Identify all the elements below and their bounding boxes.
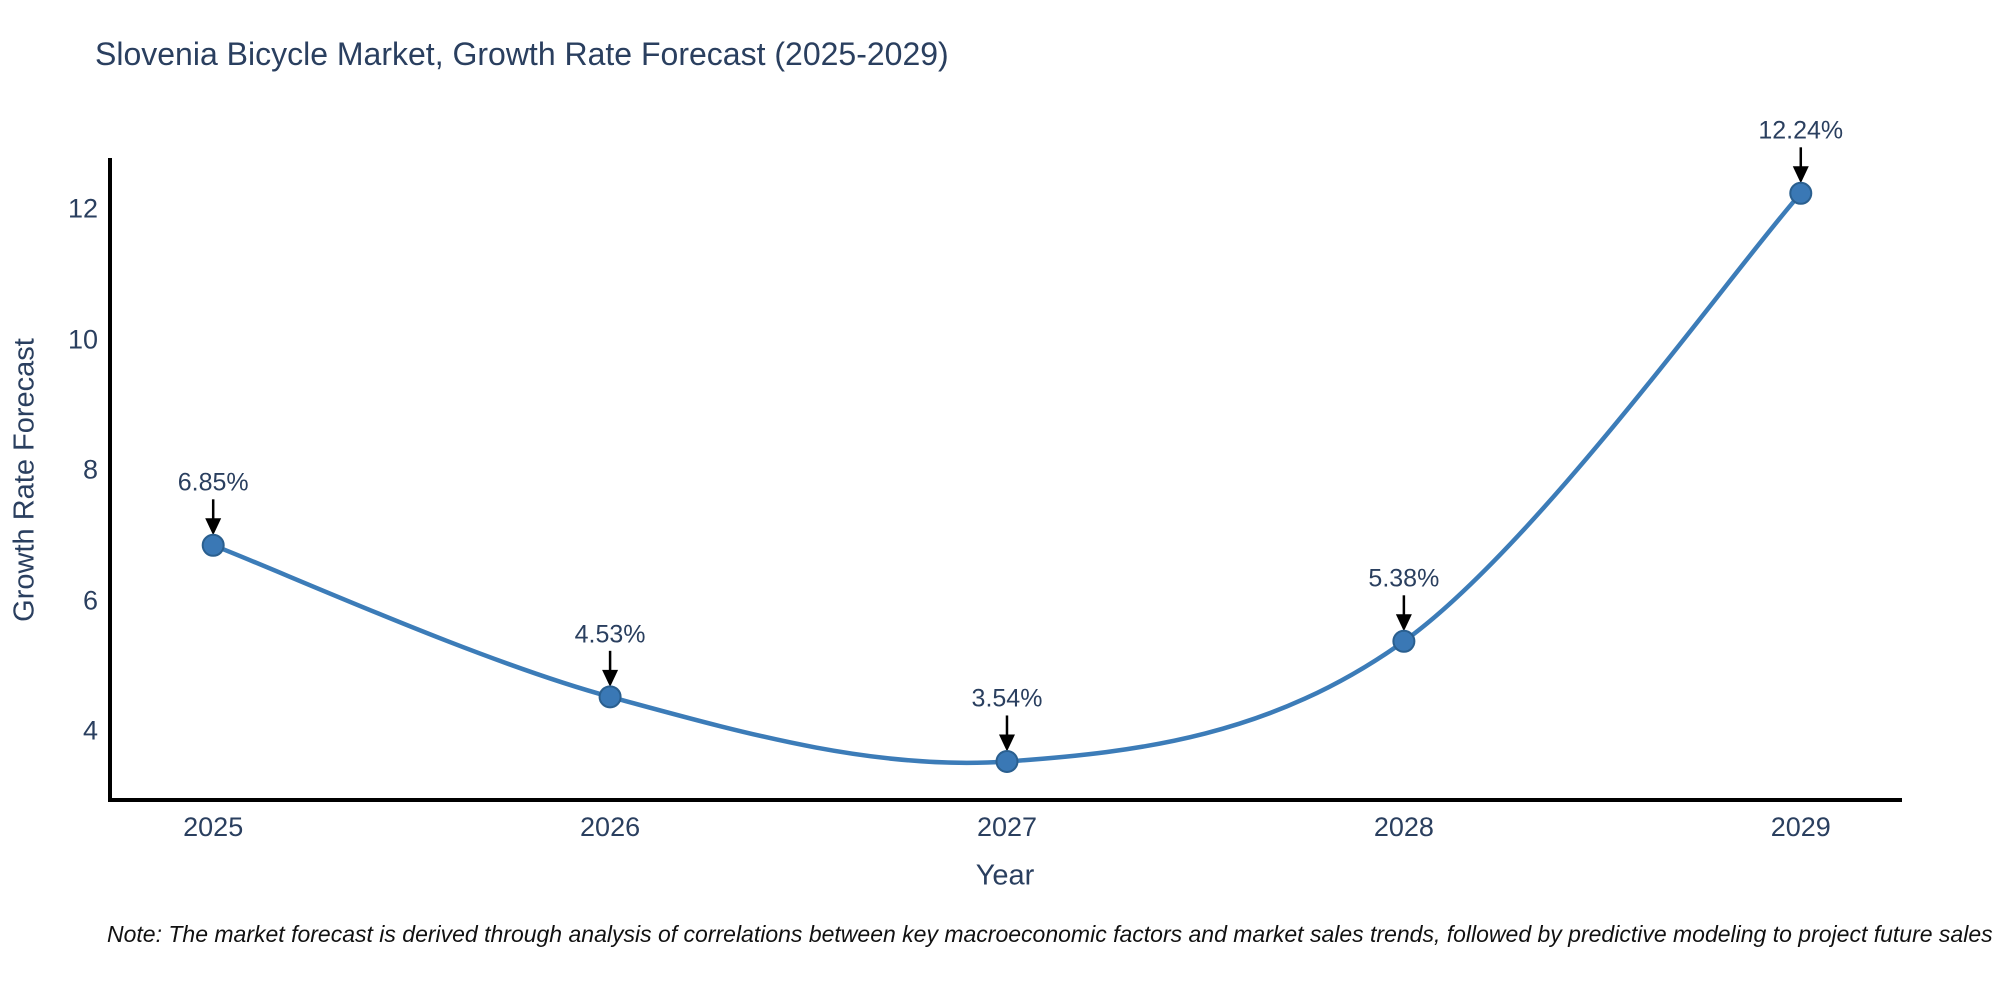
annotation-arrowhead	[205, 518, 222, 536]
point-value-label: 4.53%	[574, 620, 646, 649]
data-point-marker[interactable]	[201, 533, 225, 557]
x-tick-label: 2026	[580, 812, 641, 842]
y-tick-label: 8	[82, 454, 98, 485]
x-axis-title: Year	[975, 859, 1035, 892]
y-tick-label: 10	[67, 324, 98, 355]
line-series-path	[210, 191, 1804, 766]
data-point-marker[interactable]	[598, 685, 622, 709]
footnote: Note: The market forecast is derived thr…	[107, 921, 1993, 947]
y-tick-label: 6	[82, 585, 98, 616]
data-point-marker[interactable]	[995, 749, 1019, 773]
data-point-marker[interactable]	[1392, 629, 1416, 653]
annotation-arrowhead	[602, 669, 619, 687]
y-tick-label: 12	[67, 193, 98, 224]
point-value-label: 12.24%	[1758, 116, 1844, 145]
point-value-label: 3.54%	[971, 684, 1043, 713]
annotation-arrowhead	[998, 734, 1015, 752]
data-point-marker[interactable]	[1789, 181, 1813, 205]
x-tick-label: 2025	[183, 812, 244, 842]
x-tick-label: 2028	[1373, 812, 1434, 842]
annotation-arrowhead	[1792, 166, 1809, 184]
point-value-label: 5.38%	[1368, 564, 1440, 593]
y-tick-label: 4	[82, 715, 98, 746]
point-value-label: 6.85%	[177, 468, 249, 497]
annotation-arrowhead	[1395, 614, 1412, 632]
x-tick-label: 2027	[976, 812, 1038, 842]
x-tick-label: 2029	[1770, 812, 1831, 842]
chart-title: Slovenia Bicycle Market, Growth Rate For…	[95, 36, 949, 72]
